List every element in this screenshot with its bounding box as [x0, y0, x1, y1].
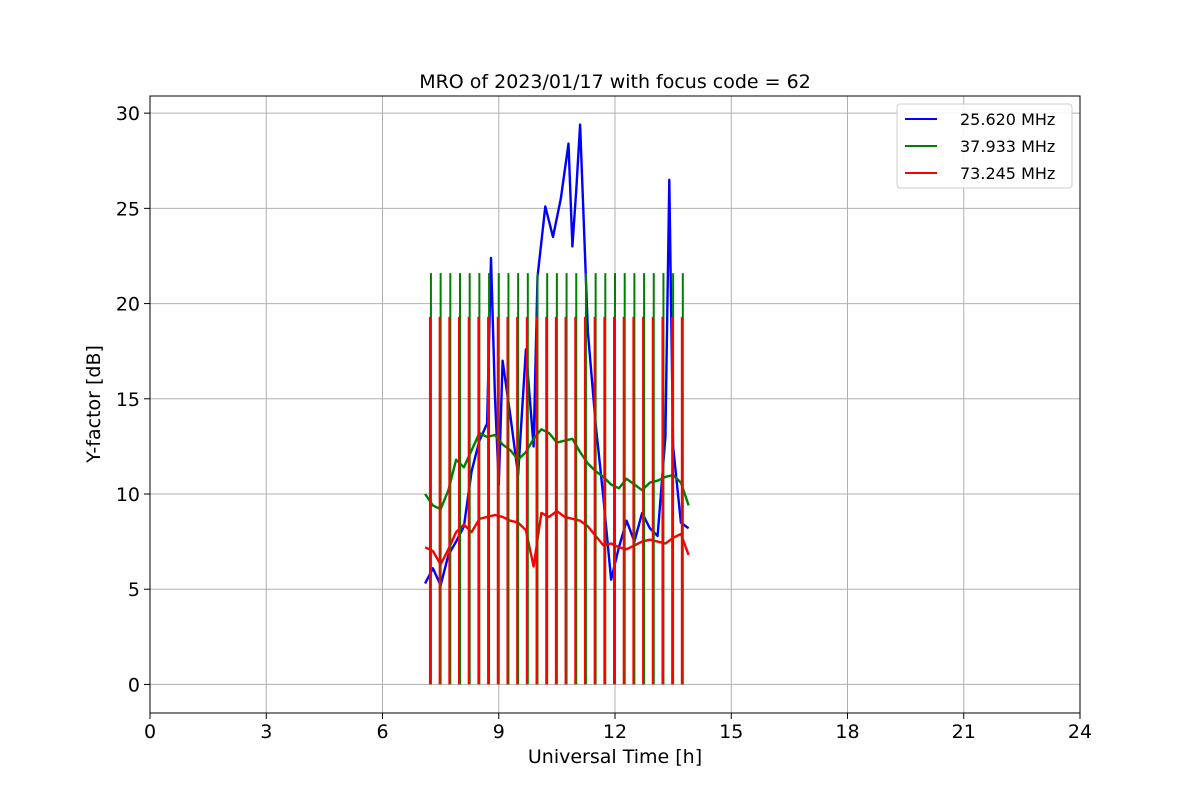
legend-entry-label: 73.245 MHz — [960, 164, 1055, 183]
x-axis-label: Universal Time [h] — [528, 746, 702, 768]
x-tick-label: 6 — [376, 721, 388, 743]
y-axis-label: Y-factor [dB] — [83, 345, 105, 464]
legend: 25.620 MHz 37.933 MHz 73.245 MHz — [896, 103, 1073, 189]
x-axis: 0 3 6 9 12 15 18 21 24 — [144, 713, 1092, 743]
legend-box — [896, 103, 1073, 189]
chart-title: MRO of 2023/01/17 with focus code = 62 — [419, 71, 811, 93]
y-axis: 0 5 10 15 20 25 30 — [116, 103, 150, 696]
legend-entry-label: 37.933 MHz — [960, 137, 1055, 156]
x-tick-label: 18 — [835, 721, 859, 743]
series-line-25-620-mhz — [424, 123, 690, 587]
y-tick-label: 25 — [116, 198, 140, 220]
x-tick-label: 21 — [952, 721, 976, 743]
legend-entry-label: 25.620 MHz — [960, 110, 1055, 129]
y-tick-label: 30 — [116, 103, 140, 125]
x-tick-label: 12 — [603, 721, 627, 743]
x-tick-label: 24 — [1068, 721, 1092, 743]
y-tick-label: 10 — [116, 484, 140, 506]
plot-area — [424, 123, 690, 685]
y-tick-label: 0 — [128, 674, 140, 696]
y-tick-label: 5 — [128, 579, 140, 601]
y-tick-label: 15 — [116, 389, 140, 411]
y-tick-label: 20 — [116, 294, 140, 316]
x-tick-label: 15 — [719, 721, 743, 743]
x-tick-label: 3 — [260, 721, 272, 743]
x-tick-label: 0 — [144, 721, 156, 743]
x-tick-label: 9 — [493, 721, 505, 743]
